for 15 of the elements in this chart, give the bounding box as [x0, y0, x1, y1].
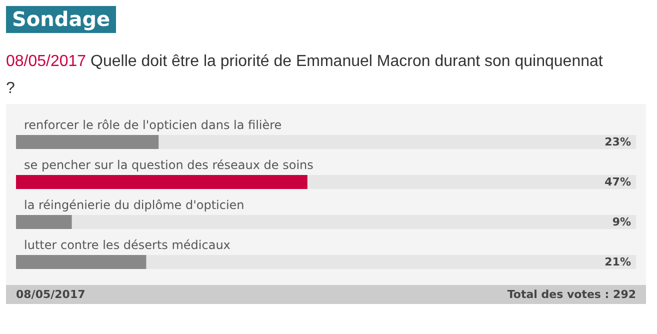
y-tick-label: renforcer le rôle de l'opticien dans la filière: [24, 118, 282, 132]
y-tick-label: se pencher sur la question des réseaux de soins: [24, 158, 314, 172]
text: Total des votes : 292: [507, 288, 636, 301]
y-tick-label: la réingénierie du diplôme d'opticien: [24, 198, 244, 212]
data-label: 9%: [612, 216, 631, 228]
bar: [16, 215, 72, 229]
data-label: 23%: [604, 136, 631, 148]
data-label: 47%: [604, 176, 631, 188]
text: 08/05/2017: [16, 288, 86, 301]
data-label: 21%: [604, 256, 631, 268]
y-tick-label: lutter contre les déserts médicaux: [24, 238, 230, 252]
text: 08/05/2017: [6, 53, 86, 70]
bar: [16, 255, 146, 269]
text: Sondage: [6, 6, 116, 33]
bar: [16, 135, 159, 149]
